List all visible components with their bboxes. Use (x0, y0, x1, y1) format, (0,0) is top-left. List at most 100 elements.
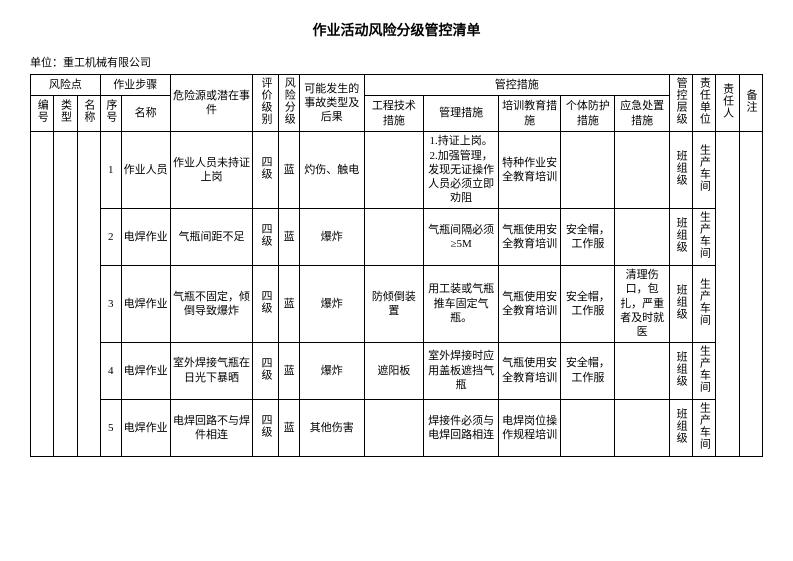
cell-risk: 蓝 (279, 342, 300, 399)
cell-seq: 1 (100, 132, 121, 208)
table-body: 1作业人员作业人员未持证上岗四级蓝灼伤、触电1.持证上岗。2.加强管理，发现无证… (31, 132, 763, 457)
cell-ctrl: 班组级 (669, 132, 692, 208)
cell-eval: 四级 (253, 132, 279, 208)
table-row: 2电焊作业气瓶间距不足四级蓝爆炸气瓶间隔必须≥5M气瓶使用安全教育培训安全帽，工… (31, 208, 763, 265)
hdr-train: 培训教育措施 (499, 95, 561, 131)
cell-emerg (615, 132, 669, 208)
cell-eval: 四级 (253, 208, 279, 265)
cell-train: 气瓶使用安全教育培训 (499, 342, 561, 399)
cell-consq: 灼伤、触电 (299, 132, 364, 208)
cell-resp-person (716, 132, 739, 457)
hdr-emerg: 应急处置措施 (615, 95, 669, 131)
table-row: 3电焊作业气瓶不固定，倾倒导致爆炸四级蓝爆炸防倾倒装置用工装或气瓶推车固定气瓶。… (31, 266, 763, 342)
cell-consq: 爆炸 (299, 342, 364, 399)
cell-type (54, 132, 77, 457)
table-head: 风险点 作业步骤 危险源或潜在事件 评价级别 风险分级 可能发生的事故类型及后果… (31, 75, 763, 132)
cell-ctrl: 班组级 (669, 342, 692, 399)
unit-label: 单位： (30, 57, 63, 69)
table-row: 5电焊作业电焊回路不与焊件相连四级蓝其他伤害 焊接件必须与电焊回路相连电焊岗位操作… (31, 399, 763, 456)
cell-unit: 生产车间 (693, 342, 716, 399)
cell-seq: 3 (100, 266, 121, 342)
cell-emerg (615, 208, 669, 265)
cell-consq: 爆炸 (299, 266, 364, 342)
unit-line: 单位：重工机械有限公司 (30, 54, 763, 70)
cell-mgmt: 用工装或气瓶推车固定气瓶。 (424, 266, 499, 342)
hdr-no: 编号 (31, 95, 54, 131)
cell-hazard: 室外焊接气瓶在日光下暴晒 (170, 342, 253, 399)
cell-risk: 蓝 (279, 208, 300, 265)
cell-eval: 四级 (253, 399, 279, 456)
hdr-step: 作业步骤 (100, 75, 170, 96)
hdr-type: 类型 (54, 95, 77, 131)
cell-hazard: 电焊回路不与焊件相连 (170, 399, 253, 456)
cell-step-name: 电焊作业 (121, 208, 170, 265)
cell-train: 气瓶使用安全教育培训 (499, 208, 561, 265)
cell-eng: 遮阳板 (364, 342, 423, 399)
cell-no (31, 132, 54, 457)
hdr-seq: 序号 (100, 95, 121, 131)
hdr-control: 管控措施 (364, 75, 669, 96)
cell-eval: 四级 (253, 342, 279, 399)
cell-ppe (561, 399, 615, 456)
cell-ppe: 安全帽，工作服 (561, 266, 615, 342)
cell-eval: 四级 (253, 266, 279, 342)
hdr-consq: 可能发生的事故类型及后果 (299, 75, 364, 132)
cell-train: 气瓶使用安全教育培训 (499, 266, 561, 342)
hdr-eng: 工程技术措施 (364, 95, 423, 131)
cell-eng (364, 132, 423, 208)
hdr-hazard: 危险源或潜在事件 (170, 75, 253, 132)
cell-mgmt: 室外焊接时应用盖板遮挡气瓶 (424, 342, 499, 399)
cell-risk: 蓝 (279, 132, 300, 208)
hdr-name: 名称 (77, 95, 100, 131)
cell-seq: 5 (100, 399, 121, 456)
cell-mgmt: 焊接件必须与电焊回路相连 (424, 399, 499, 456)
cell-unit: 生产车间 (693, 132, 716, 208)
cell-emerg (615, 342, 669, 399)
cell-eng: 防倾倒装置 (364, 266, 423, 342)
cell-seq: 2 (100, 208, 121, 265)
cell-eng (364, 399, 423, 456)
cell-unit: 生产车间 (693, 266, 716, 342)
cell-train: 电焊岗位操作规程培训 (499, 399, 561, 456)
cell-consq: 爆炸 (299, 208, 364, 265)
cell-risk: 蓝 (279, 399, 300, 456)
cell-seq: 4 (100, 342, 121, 399)
cell-ppe (561, 132, 615, 208)
cell-ppe: 安全帽，工作服 (561, 208, 615, 265)
cell-unit: 生产车间 (693, 208, 716, 265)
cell-mgmt: 1.持证上岗。2.加强管理，发现无证操作人员必须立即劝阻 (424, 132, 499, 208)
table-row: 4电焊作业室外焊接气瓶在日光下暴晒四级蓝爆炸遮阳板室外焊接时应用盖板遮挡气瓶气瓶… (31, 342, 763, 399)
hdr-resp-person: 责任人 (716, 75, 739, 132)
unit-name: 重工机械有限公司 (63, 57, 151, 69)
cell-ppe: 安全帽，工作服 (561, 342, 615, 399)
cell-unit: 生产车间 (693, 399, 716, 456)
cell-ctrl: 班组级 (669, 208, 692, 265)
cell-step-name: 电焊作业 (121, 399, 170, 456)
cell-consq: 其他伤害 (299, 399, 364, 456)
cell-risk: 蓝 (279, 266, 300, 342)
cell-hazard: 气瓶不固定，倾倒导致爆炸 (170, 266, 253, 342)
cell-emerg (615, 399, 669, 456)
table-row: 1作业人员作业人员未持证上岗四级蓝灼伤、触电 1.持证上岗。2.加强管理，发现无证… (31, 132, 763, 208)
cell-hazard: 作业人员未持证上岗 (170, 132, 253, 208)
cell-ctrl: 班组级 (669, 266, 692, 342)
hdr-mgmt: 管理措施 (424, 95, 499, 131)
hdr-risk-point: 风险点 (31, 75, 101, 96)
cell-step-name: 电焊作业 (121, 266, 170, 342)
cell-step-name: 电焊作业 (121, 342, 170, 399)
cell-ctrl: 班组级 (669, 399, 692, 456)
cell-eng (364, 208, 423, 265)
cell-mgmt: 气瓶间隔必须≥5M (424, 208, 499, 265)
cell-train: 特种作业安全教育培训 (499, 132, 561, 208)
cell-name (77, 132, 100, 457)
cell-note (739, 132, 762, 457)
page-title: 作业活动风险分级管控清单 (30, 20, 763, 40)
hdr-note: 备注 (739, 75, 762, 132)
hdr-step-name: 名称 (121, 95, 170, 131)
risk-table: 风险点 作业步骤 危险源或潜在事件 评价级别 风险分级 可能发生的事故类型及后果… (30, 74, 763, 457)
hdr-resp-unit: 责任单位 (693, 75, 716, 132)
hdr-ctrl-level: 管控层级 (669, 75, 692, 132)
hdr-risk-level: 风险分级 (279, 75, 300, 132)
cell-emerg: 清理伤口，包扎，严重者及时就医 (615, 266, 669, 342)
cell-step-name: 作业人员 (121, 132, 170, 208)
